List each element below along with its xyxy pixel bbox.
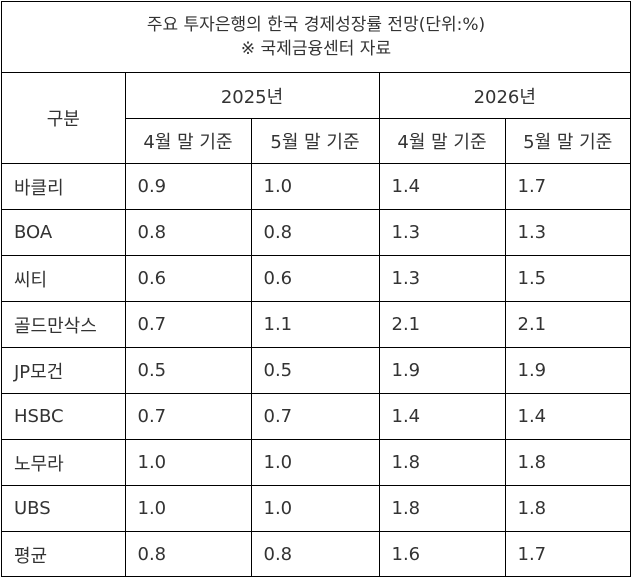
table-cell: 1.7 [504,163,630,210]
table-row: 바클리 0.9 1.0 1.4 1.7 [2,163,630,210]
table-cell: 0.8 [250,531,380,577]
header-2026-april: 4월 말 기준 [378,118,506,164]
table-cell: 1.8 [504,485,630,532]
table-cell: 1.0 [124,439,252,486]
table-cell: 1.4 [378,393,506,440]
table-cell: 1.3 [504,209,630,256]
table-cell: 1.8 [378,439,506,486]
row-label: 바클리 [2,163,126,210]
title-line-1: 주요 투자은행의 한국 경제성장률 전망(단위:%) [146,15,486,35]
table-cell: 1.8 [504,439,630,486]
table-cell: 0.6 [250,255,380,302]
table-cell: 0.6 [124,255,252,302]
table-cell: 1.0 [250,163,380,210]
header-year-2025: 2025년 [124,73,380,119]
table-row: 씨티 0.6 0.6 1.3 1.5 [2,255,630,302]
table-row: BOA 0.8 0.8 1.3 1.3 [2,209,630,256]
table-cell: 1.0 [124,485,252,532]
table-cell: 1.4 [504,393,630,440]
table-row: HSBC 0.7 0.7 1.4 1.4 [2,393,630,440]
table-cell: 1.9 [504,347,630,394]
table-cell: 1.5 [504,255,630,302]
table-cell: 0.8 [124,531,252,577]
header-2026-may: 5월 말 기준 [504,118,630,164]
table-cell: 1.4 [378,163,506,210]
header-2025-may: 5월 말 기준 [250,118,380,164]
table-row: UBS 1.0 1.0 1.8 1.8 [2,485,630,532]
table-cell: 1.6 [378,531,506,577]
table-cell: 1.3 [378,209,506,256]
header-2025-april: 4월 말 기준 [125,118,252,164]
table-row: 골드만삭스 0.7 1.1 2.1 2.1 [2,301,630,348]
table-cell: 0.5 [250,347,380,394]
table-cell: 1.9 [378,347,506,394]
row-label: 평균 [2,531,126,577]
table-cell: 1.1 [250,301,380,348]
table-cell: 0.7 [124,393,252,440]
title-line-2: ※ 국제금융센터 자료 [240,39,392,59]
row-label: 골드만삭스 [2,301,126,348]
table-cell: 1.7 [504,531,630,577]
table-cell: 1.3 [378,255,506,302]
table-cell: 2.1 [504,301,630,348]
table-cell: 0.8 [250,209,380,256]
row-label: 노무라 [2,439,126,486]
header-category: 구분 [2,73,126,164]
row-label: 씨티 [2,255,126,302]
forecast-table: 구분 2025년 2026년 4월 말 기준 5월 말 기준 4월 말 기준 5… [2,73,630,577]
table-cell: 1.8 [378,485,506,532]
row-label: JP모건 [2,347,126,394]
table-cell: 2.1 [378,301,506,348]
row-label: UBS [2,485,126,532]
row-label: BOA [2,209,126,256]
table-body: 바클리 0.9 1.0 1.4 1.7 BOA 0.8 0.8 1.3 1.3 씨티 0.6 0.6 1.… [2,163,630,577]
table-row: 평균 0.8 0.8 1.6 1.7 [2,531,630,577]
header-year-2026: 2026년 [378,73,630,119]
table-cell: 1.0 [250,439,380,486]
table-cell: 1.0 [250,485,380,532]
table-cell: 0.7 [250,393,380,440]
table-title: 주요 투자은행의 한국 경제성장률 전망(단위:%) ※ 국제금융센터 자료 [2,2,630,73]
table-cell: 0.7 [124,301,252,348]
table-row: 노무라 1.0 1.0 1.8 1.8 [2,439,630,486]
table-cell: 0.5 [124,347,252,394]
table-cell: 0.9 [124,163,252,210]
table-row: JP모건 0.5 0.5 1.9 1.9 [2,347,630,394]
table-cell: 0.8 [124,209,252,256]
row-label: HSBC [2,393,126,440]
